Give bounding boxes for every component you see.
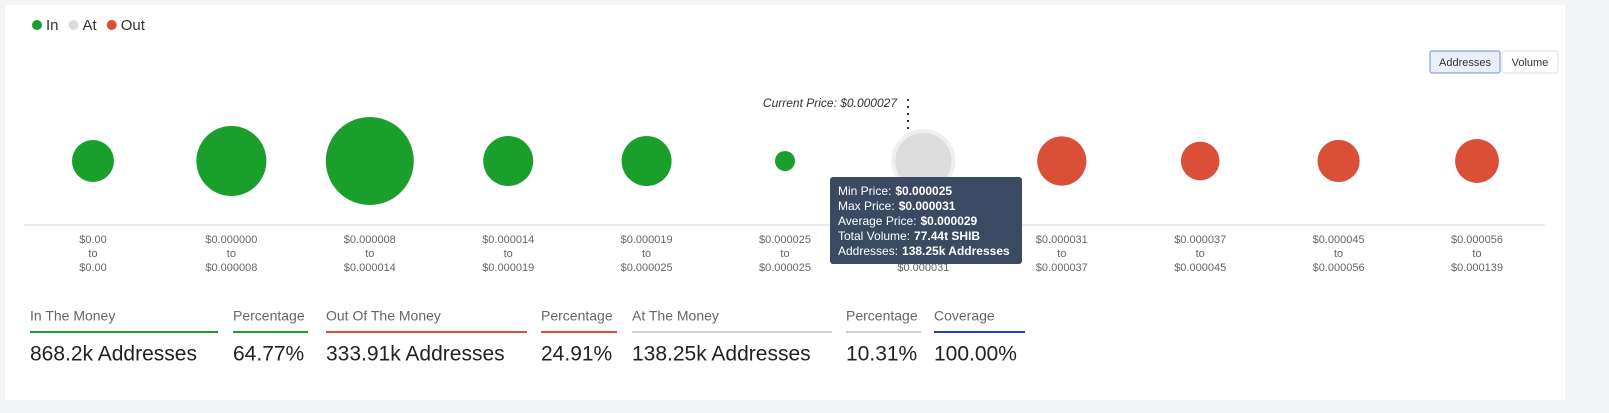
tooltip-label: Average Price: <box>838 214 917 228</box>
legend-label: In <box>46 17 59 34</box>
tooltip-label: Max Price: <box>838 199 895 213</box>
x-tick-label: $0.000056 <box>1451 234 1503 246</box>
x-tick-label: $0.000139 <box>1451 262 1503 274</box>
x-tick-label: to <box>780 248 789 260</box>
legend-label: At <box>83 17 98 34</box>
x-tick-label: $0.000025 <box>621 262 673 274</box>
x-tick-label: $0.000037 <box>1036 262 1088 274</box>
legend-marker <box>106 20 117 30</box>
summary-value: 868.2k Addresses <box>30 343 197 366</box>
x-tick-label: $0.000025 <box>759 234 811 246</box>
tooltip-row: Min Price: $0.000025 <box>838 184 952 198</box>
bubble[interactable] <box>72 140 114 182</box>
summary-label: Percentage <box>541 308 613 324</box>
x-tick-label: $0.000014 <box>482 234 534 246</box>
toggle-button-label[interactable]: Volume <box>1512 57 1549 69</box>
x-tick-label: $0.00 <box>79 262 107 274</box>
x-tick-label: $0.000019 <box>621 234 673 246</box>
tooltip-value: $0.000025 <box>895 184 952 198</box>
summary-value: 10.31% <box>846 343 917 366</box>
toggle-button-label[interactable]: Addresses <box>1439 57 1491 69</box>
x-tick-label: $0.000025 <box>759 262 811 274</box>
legend-marker <box>32 20 42 30</box>
x-tick-label: to <box>642 248 651 260</box>
x-tick-label: $0.000056 <box>1313 262 1365 274</box>
card <box>5 5 1565 400</box>
tooltip-value: 138.25k Addresses <box>902 244 1010 258</box>
x-tick-label: $0.000045 <box>1174 262 1226 274</box>
tooltip-row: Average Price: $0.000029 <box>838 214 978 228</box>
summary-label: Percentage <box>233 308 305 324</box>
x-tick-label: $0.000008 <box>344 234 396 246</box>
bubble[interactable] <box>621 135 672 187</box>
bubble[interactable] <box>1455 139 1499 183</box>
summary-value: 333.91k Addresses <box>326 343 505 366</box>
current-price-label: Current Price: $0.000027 <box>763 96 898 110</box>
x-tick-label: $0.000031 <box>1036 234 1088 246</box>
bubble[interactable] <box>483 135 534 187</box>
toggle-button[interactable] <box>1429 50 1501 74</box>
summary-label: At The Money <box>632 308 719 324</box>
x-tick-label: to <box>1334 248 1343 260</box>
x-tick-label: $0.000037 <box>1174 234 1226 246</box>
toggle-button[interactable] <box>1501 50 1559 74</box>
tooltip-label: Total Volume: <box>838 229 910 243</box>
bubble[interactable] <box>325 117 414 205</box>
x-tick-label: to <box>504 248 513 260</box>
x-tick-label: $0.000014 <box>344 262 396 274</box>
legend-marker <box>68 20 79 30</box>
x-tick-label: to <box>1057 248 1066 260</box>
tooltip <box>830 177 1022 264</box>
bubble[interactable] <box>1037 136 1087 186</box>
summary-label: Coverage <box>934 308 995 324</box>
summary-label: Percentage <box>846 308 918 324</box>
tooltip-label: Min Price: <box>838 184 891 198</box>
summary-value: 138.25k Addresses <box>632 343 811 366</box>
x-tick-label: to <box>88 248 97 260</box>
tooltip-value: $0.000031 <box>899 199 956 213</box>
x-tick-label: $0.000019 <box>482 262 534 274</box>
x-tick-label: to <box>365 248 374 260</box>
x-tick-label: $0.00 <box>79 234 107 246</box>
tooltip-label: Addresses: <box>838 244 898 258</box>
summary-value: 100.00% <box>934 343 1017 366</box>
summary-value: 24.91% <box>541 343 612 366</box>
legend-label: Out <box>121 17 146 34</box>
bubble[interactable] <box>775 151 795 171</box>
tooltip-row: Max Price: $0.000031 <box>838 199 956 213</box>
x-tick-label: $0.000000 <box>205 234 257 246</box>
x-tick-label: $0.000031 <box>897 262 949 274</box>
tooltip-row: Addresses: 138.25k Addresses <box>838 244 1010 258</box>
bubble[interactable] <box>1317 139 1360 183</box>
tooltip-value: $0.000029 <box>921 214 978 228</box>
summary-value: 64.77% <box>233 343 304 366</box>
bubble[interactable] <box>895 132 952 190</box>
summary-label: Out Of The Money <box>326 308 441 324</box>
bubble[interactable] <box>1180 141 1220 181</box>
bubble[interactable] <box>196 125 267 197</box>
x-tick-label: $0.000045 <box>1313 234 1365 246</box>
x-tick-label: to <box>227 248 236 260</box>
tooltip-row: Total Volume: 77.44t SHIB <box>838 229 980 243</box>
summary-label: In The Money <box>30 308 115 324</box>
x-tick-label: to <box>1472 248 1481 260</box>
tooltip-value: 77.44t SHIB <box>914 229 980 243</box>
x-tick-label: $0.000008 <box>205 262 257 274</box>
x-tick-label: to <box>1196 248 1205 260</box>
